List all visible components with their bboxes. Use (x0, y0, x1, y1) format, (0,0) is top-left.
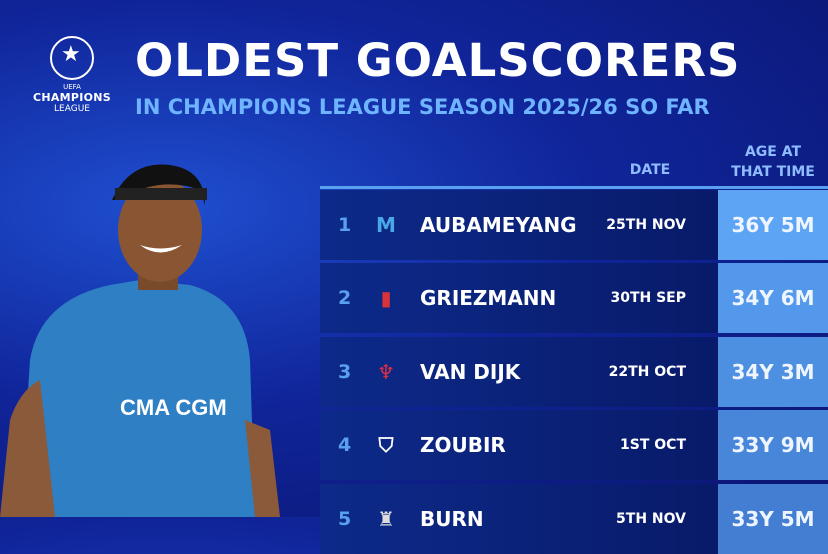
age-value: 33Y 5M (718, 484, 828, 554)
player-photo: CMA CGM (0, 164, 280, 517)
starball-icon (50, 36, 94, 80)
age-value: 34Y 3M (718, 337, 828, 407)
svg-text:CMA CGM: CMA CGM (120, 395, 227, 420)
age-value: 36Y 5M (718, 190, 828, 260)
liverpool-crest-icon: ♆ (377, 360, 395, 384)
age-value: 33Y 9M (718, 410, 828, 480)
player-name: VAN DIJK (420, 360, 521, 384)
table-header-divider (320, 186, 828, 189)
champions-league-logo: UEFA CHAMPIONS LEAGUE (22, 36, 122, 114)
column-header-age: AGE AT THAT TIME (731, 144, 815, 180)
rank: 5 (338, 508, 352, 530)
table-row: 4 ⛉ ZOUBIR 1ST OCT 33Y 9M (320, 410, 828, 480)
goal-date: 25TH NOV (606, 217, 686, 233)
atletico-madrid-crest-icon: ▮ (380, 286, 392, 310)
table-row: 1 M AUBAMEYANG 25TH NOV 36Y 5M (320, 190, 828, 260)
page-subtitle: IN CHAMPIONS LEAGUE SEASON 2025/26 SO FA… (135, 95, 710, 119)
player-name: AUBAMEYANG (420, 213, 577, 237)
qarabag-crest-icon: ⛉ (378, 433, 394, 457)
table-row: 2 ▮ GRIEZMANN 30TH SEP 34Y 6M (320, 263, 828, 333)
player-name: GRIEZMANN (420, 286, 557, 310)
age-value: 34Y 6M (718, 263, 828, 333)
rank: 1 (338, 214, 352, 236)
rank: 4 (338, 434, 352, 456)
column-header-date: DATE (629, 162, 671, 178)
rank: 3 (338, 361, 352, 383)
rank: 2 (338, 287, 352, 309)
newcastle-crest-icon: ♜ (377, 507, 395, 531)
player-name: ZOUBIR (420, 433, 506, 457)
table-row: 3 ♆ VAN DIJK 22TH OCT 34Y 3M (320, 337, 828, 407)
goal-date: 5TH NOV (616, 511, 686, 527)
page-title: OLDEST GOALSCORERS (135, 34, 741, 87)
table-row: 5 ♜ BURN 5TH NOV 33Y 5M (320, 484, 828, 554)
goal-date: 30TH SEP (610, 290, 686, 306)
goal-date: 1ST OCT (620, 437, 686, 453)
player-name: BURN (420, 507, 484, 531)
goal-date: 22TH OCT (608, 364, 686, 380)
marseille-crest-icon: M (376, 213, 396, 237)
